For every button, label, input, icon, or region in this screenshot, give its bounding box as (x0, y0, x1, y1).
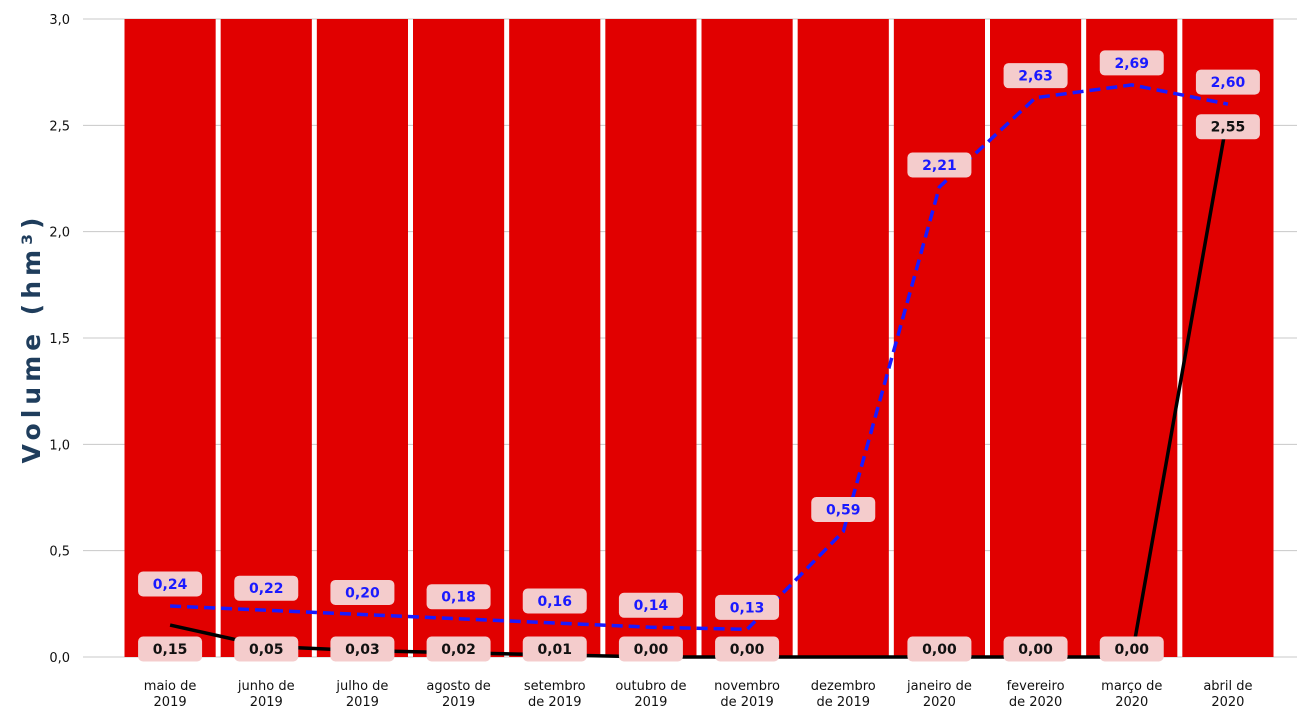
background-column (509, 19, 601, 657)
data-label-box (138, 571, 203, 597)
data-label-box (330, 579, 395, 605)
data-label: 0,01 (537, 642, 572, 658)
data-label-box (715, 594, 780, 620)
background-column (605, 19, 697, 657)
data-label-box (1003, 63, 1068, 89)
data-label: 0,00 (922, 642, 957, 658)
data-label: 0,15 (153, 642, 188, 658)
background-column (1086, 19, 1178, 657)
data-label: 0,02 (441, 642, 476, 658)
data-label: 0,20 (345, 585, 380, 601)
data-label: 0,05 (249, 642, 284, 658)
x-axis: maio de 2019 junho de 2019 julho de 2019 agost… (144, 679, 1253, 710)
data-label-box (715, 636, 780, 662)
data-label-box (426, 584, 491, 610)
y-axis-title: Volume (hm³) (17, 213, 46, 464)
data-label-box (618, 636, 683, 662)
background-column (797, 19, 889, 657)
data-label-box (234, 636, 299, 662)
y-axis: 0,0 0,5 1,0 1,5 2,0 2,5 3,0 (49, 13, 70, 666)
data-label-box (907, 152, 972, 178)
data-label: 0,22 (249, 581, 284, 597)
x-tick-label: janeiro de 2020 (906, 679, 972, 710)
data-label-box (330, 636, 395, 662)
data-label: 0,00 (1018, 642, 1053, 658)
data-label: 0,24 (153, 577, 188, 593)
background-column (701, 19, 793, 657)
data-label-box (1099, 50, 1164, 76)
data-label-box (1003, 636, 1068, 662)
data-label: 0,00 (634, 642, 669, 658)
x-tick-label: dezembro de 2019 (811, 679, 876, 710)
x-tick-label: novembro de 2019 (714, 679, 780, 710)
background-column (990, 19, 1082, 657)
background-columns (124, 19, 1274, 657)
x-tick-label: outubro de 2019 (615, 679, 686, 710)
x-tick-label: julho de 2019 (335, 679, 388, 710)
data-label-box (426, 636, 491, 662)
data-label: 0,13 (730, 600, 765, 616)
data-label: 0,00 (1114, 642, 1149, 658)
data-label: 0,03 (345, 642, 380, 658)
data-label: 2,63 (1018, 69, 1053, 85)
data-label-box (234, 575, 299, 601)
data-label: 0,14 (634, 598, 669, 614)
y-tick-label: 0,5 (49, 545, 70, 560)
background-column (413, 19, 505, 657)
data-label-box (907, 636, 972, 662)
data-label: 2,69 (1114, 56, 1149, 72)
x-tick-label: fevereiro de 2020 (1007, 679, 1065, 710)
data-label-box (1195, 69, 1260, 95)
data-label-box (618, 592, 683, 618)
y-tick-label: 2,0 (49, 226, 70, 241)
y-tick-label: 1,0 (49, 438, 70, 453)
x-tick-label: março de 2020 (1101, 679, 1162, 710)
data-label-box (138, 636, 203, 662)
y-tick-label: 1,5 (49, 332, 70, 347)
data-label-box (1099, 636, 1164, 662)
x-tick-label: junho de 2019 (237, 679, 295, 710)
data-label: 0,00 (730, 642, 765, 658)
background-column (893, 19, 985, 657)
data-label: 2,21 (922, 158, 957, 174)
x-tick-label: maio de 2019 (144, 679, 197, 710)
x-tick-label: abril de 2020 (1203, 679, 1252, 710)
data-labels: 0,24 0,22 0,20 0,18 0,16 0,14 0,13 0,59 2,21 2,63… (138, 50, 1260, 662)
x-tick-label: agosto de 2019 (426, 679, 490, 710)
data-label-box (522, 588, 587, 614)
data-label-box (522, 636, 587, 662)
data-label: 0,16 (537, 594, 572, 610)
background-column (220, 19, 312, 657)
x-tick-label: setembro de 2019 (524, 679, 586, 710)
data-label: 2,55 (1211, 120, 1246, 136)
data-label-box (811, 497, 876, 523)
data-label: 0,18 (441, 590, 476, 606)
data-label: 0,59 (826, 503, 861, 519)
y-tick-label: 0,0 (49, 651, 70, 666)
y-tick-label: 2,5 (49, 119, 70, 134)
data-label: 2,60 (1211, 75, 1246, 91)
data-label-box (1195, 114, 1260, 140)
series-line-dashed (170, 83, 1229, 632)
background-column (124, 19, 216, 657)
background-column (316, 19, 408, 657)
y-tick-label: 3,0 (49, 13, 70, 28)
